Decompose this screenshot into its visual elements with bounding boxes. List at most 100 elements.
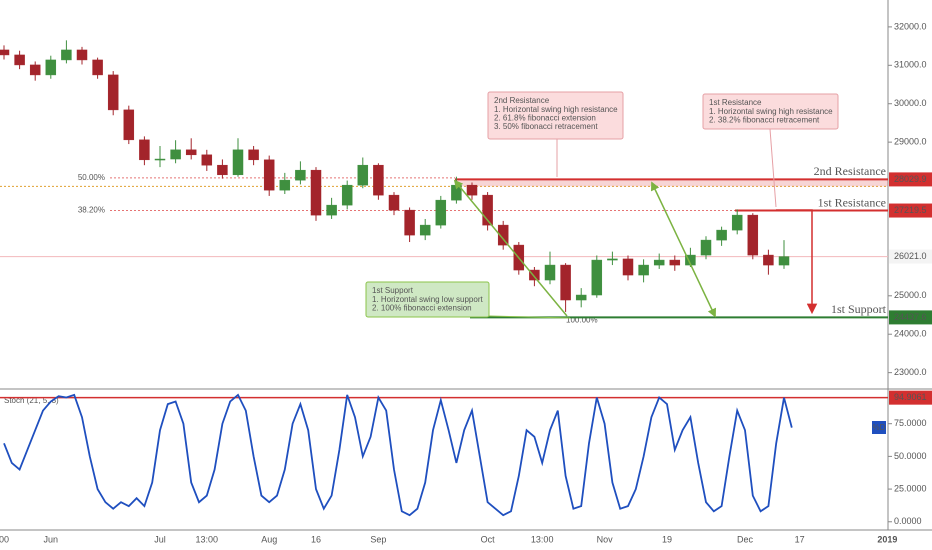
candle-body xyxy=(263,159,275,191)
x-tick-label: Oct xyxy=(481,534,496,544)
x-tick-label: Aug xyxy=(261,534,277,544)
candle-body xyxy=(373,164,384,196)
candle-body xyxy=(529,269,540,281)
candle-body xyxy=(92,59,103,76)
level-label: 1st Resistance xyxy=(818,195,886,209)
candle-body xyxy=(310,169,322,216)
candle-body xyxy=(419,224,431,236)
candle-body xyxy=(638,264,649,276)
x-tick-label: 13:00 xyxy=(196,534,219,544)
candle-body xyxy=(232,149,244,176)
callout-pointer xyxy=(488,315,571,319)
candle-body xyxy=(466,184,478,196)
price-label: 24437.6 xyxy=(894,312,927,322)
callout-title: 2nd Resistance xyxy=(494,96,550,105)
price-label: 28029.9 xyxy=(894,174,927,184)
target-arrow xyxy=(776,209,818,315)
candle-body xyxy=(435,199,447,226)
y-tick-label: 75.0000 xyxy=(894,418,927,428)
price-label-box xyxy=(889,310,932,325)
candle-body xyxy=(544,264,556,281)
candle-body xyxy=(139,139,150,161)
candle-body xyxy=(76,49,88,61)
candle-body xyxy=(248,149,259,161)
y-tick-label: 25000.0 xyxy=(894,290,927,300)
x-tick-label: Jun xyxy=(44,534,59,544)
candle-body xyxy=(107,74,119,111)
candle-body xyxy=(653,259,665,266)
callout-title: 1st Support xyxy=(372,286,414,295)
candle-body xyxy=(388,194,400,211)
candle-body xyxy=(217,164,228,176)
level-label: 1st Support xyxy=(831,302,887,316)
candle-body xyxy=(763,254,774,266)
callout-line: 1. Horizontal swing high resistance xyxy=(709,107,833,116)
candle-body xyxy=(14,54,25,66)
y-tick-label: 23000.0 xyxy=(894,367,927,377)
candle-body xyxy=(778,256,790,266)
y-tick-label: 30000.0 xyxy=(894,98,927,108)
stoch-line xyxy=(3,393,793,517)
candle-body xyxy=(404,209,415,236)
candle-body xyxy=(45,59,57,76)
callout-line: 1. Horizontal swing high resistance xyxy=(494,105,618,114)
y-tick-label: 32000.0 xyxy=(894,21,927,31)
fib-label: 38.20% xyxy=(78,206,105,215)
y-tick-label: 29000.0 xyxy=(894,137,927,147)
price-label: 27219.5 xyxy=(894,205,927,215)
candle-body xyxy=(326,204,337,216)
x-tick-label: 2019 xyxy=(877,534,897,544)
fib-label: 50.00% xyxy=(78,173,105,182)
callout-line: 2. 100% fibonacci extension xyxy=(372,304,472,313)
candle-body xyxy=(185,149,197,156)
candle-body xyxy=(497,224,509,246)
candle-body xyxy=(279,179,291,191)
candle-body xyxy=(357,164,369,186)
x-tick-label: Nov xyxy=(597,534,614,544)
candle-body xyxy=(731,214,743,231)
candle-body xyxy=(61,49,72,61)
x-tick-label: 13:00 xyxy=(531,534,554,544)
callout-line: 2. 61.8% fibonacci extension xyxy=(494,114,596,123)
legend-box xyxy=(872,421,886,434)
level-label: 94.9061 xyxy=(894,392,927,402)
y-tick-label: 50.0000 xyxy=(894,451,927,461)
price-label-box xyxy=(889,203,932,218)
candle-body xyxy=(575,294,587,301)
indicator-title: Stoch (21, 5, 3) xyxy=(4,396,59,405)
x-tick-label: Sep xyxy=(370,534,386,544)
candle-body xyxy=(29,64,41,76)
y-tick-label: 0.0000 xyxy=(894,516,922,526)
candle-body xyxy=(747,214,759,256)
resistance-zone xyxy=(455,179,888,187)
candle-body xyxy=(295,169,306,181)
price-label: 26021.0 xyxy=(894,251,927,261)
price-label-box xyxy=(889,172,932,187)
x-tick-label: Jul xyxy=(154,534,166,544)
candle-body xyxy=(154,158,166,161)
candle-body xyxy=(607,258,618,261)
x-tick-label: 00 xyxy=(0,534,9,544)
candle-body xyxy=(560,264,571,301)
candle-body xyxy=(123,109,135,141)
x-tick-label: 16 xyxy=(311,534,321,544)
swing-arrow xyxy=(453,179,568,317)
candle-body xyxy=(0,49,10,56)
x-tick-label: Dec xyxy=(737,534,754,544)
legend-label: %D xyxy=(873,423,886,432)
candle-body xyxy=(716,229,727,241)
candle-body xyxy=(170,149,181,160)
callout-box xyxy=(487,91,624,140)
x-tick-label: 19 xyxy=(662,534,672,544)
callout-line: 1. Horizontal swing low support xyxy=(372,295,483,304)
candle-body xyxy=(622,258,634,276)
y-tick-label: 31000.0 xyxy=(894,60,927,70)
x-tick-label: 17 xyxy=(795,534,805,544)
callout-line: 3. 50% fibonacci retracement xyxy=(494,122,598,131)
candle-body xyxy=(482,194,493,226)
callout-line: 2. 38.2% fibonacci retracement xyxy=(709,116,820,125)
level-label: 2nd Resistance xyxy=(814,164,886,178)
